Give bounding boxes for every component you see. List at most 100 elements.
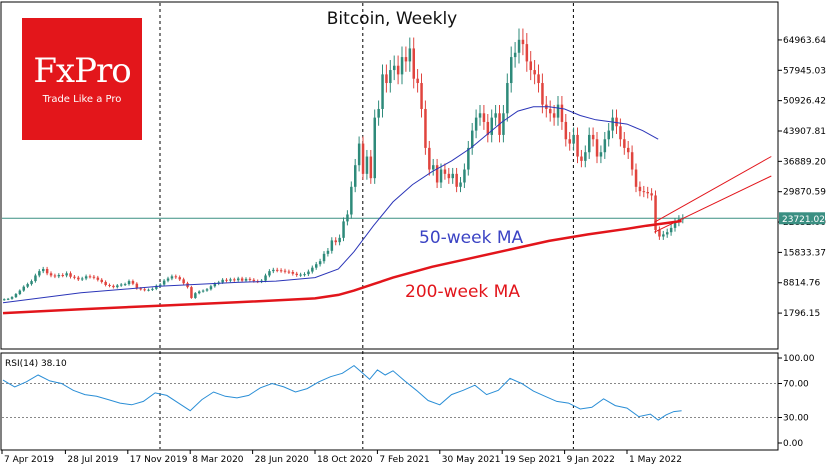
candle-body — [354, 165, 357, 187]
candle-body — [166, 278, 170, 281]
candle-body — [447, 173, 451, 179]
candle-body — [591, 134, 595, 140]
candle-body — [244, 278, 248, 281]
candle-body — [521, 39, 525, 45]
candle-body — [455, 173, 458, 187]
logo-tagline: Trade Like a Pro — [42, 94, 122, 105]
candle-body — [92, 276, 96, 278]
candle-body — [213, 283, 217, 287]
candle-body — [205, 289, 209, 291]
time-axis: 7 Apr 2019 28 Jul 2019 17 Nov 2019 8 Mar 20… — [1, 450, 682, 465]
candle-body — [404, 57, 408, 62]
candle-body — [490, 117, 493, 135]
time-tick-label: 28 Jul 2019 — [67, 455, 118, 465]
price-tick-label: 36889.20 — [783, 157, 826, 167]
candle-body — [494, 113, 497, 118]
candle-body — [443, 169, 447, 174]
candle-body — [6, 298, 10, 300]
candle-body — [299, 274, 302, 276]
candle-body — [18, 290, 22, 295]
chart-title: Bitcoin, Weekly — [327, 9, 457, 29]
candle-body — [634, 169, 638, 187]
candle-body — [49, 273, 53, 276]
candle-body — [237, 278, 240, 281]
candle-body — [88, 276, 92, 278]
candle-body — [533, 70, 536, 75]
candle-body — [96, 277, 100, 280]
candle-body — [45, 268, 49, 274]
candle-body — [350, 186, 353, 215]
candle-body — [162, 280, 166, 285]
candle-body — [568, 139, 571, 144]
candle-body — [560, 104, 564, 122]
candle-body — [127, 281, 131, 285]
candle-body — [221, 279, 224, 283]
candle-body — [10, 297, 14, 299]
candle-body — [572, 134, 575, 144]
candle-body — [576, 134, 579, 157]
price-tick-label: 43907.81 — [783, 127, 826, 137]
candle-body — [315, 264, 318, 268]
candle-body — [123, 284, 127, 286]
candle-body — [439, 169, 443, 183]
current-price-label: 23721.02 — [782, 215, 825, 225]
candle-body — [584, 152, 587, 161]
candle-body — [588, 134, 591, 153]
rsi-tick-label: 70.00 — [783, 380, 809, 390]
candle-body — [393, 65, 396, 71]
ma50-line — [2, 106, 659, 304]
candle-body — [365, 156, 369, 174]
candle-body — [517, 39, 521, 53]
candle-body — [287, 271, 291, 273]
candle-body — [513, 52, 517, 58]
candle-body — [139, 288, 142, 290]
candle-body — [611, 117, 614, 131]
time-tick-label: 7 Apr 2019 — [4, 455, 54, 465]
price-candles — [3, 28, 685, 301]
candle-body — [396, 65, 400, 75]
candle-body — [225, 279, 228, 281]
candle-body — [650, 193, 653, 196]
candle-body — [108, 284, 111, 286]
candle-body — [194, 293, 197, 298]
price-tick-label: 57945.03 — [783, 66, 826, 76]
candle-body — [318, 261, 322, 265]
candle-body — [291, 272, 295, 274]
rsi-panel-frame — [0, 352, 779, 451]
candle-body — [673, 222, 677, 228]
candle-body — [170, 276, 174, 279]
price-tick-label: 1796.15 — [783, 309, 820, 319]
candle-body — [506, 83, 509, 114]
rsi-panel: 100.00 70.00 30.00 0.00 RSI(14) 38.10 — [2, 354, 815, 449]
candle-body — [338, 237, 341, 243]
candle-body — [377, 108, 380, 118]
candle-body — [303, 274, 306, 276]
candle-body — [61, 275, 64, 277]
candle-body — [525, 44, 529, 62]
candle-body — [607, 130, 610, 140]
candle-body — [81, 278, 84, 280]
candle-body — [326, 250, 330, 254]
candle-body — [77, 277, 80, 280]
candle-body — [279, 270, 283, 272]
candle-body — [174, 276, 178, 278]
candle-body — [615, 117, 618, 127]
current-price-badge — [779, 212, 825, 225]
candle-body — [369, 156, 373, 179]
candle-body — [357, 143, 361, 166]
candle-body — [580, 156, 583, 161]
rsi-line — [2, 364, 682, 421]
candle-body — [416, 78, 419, 84]
candle-body — [272, 269, 275, 272]
time-tick-label: 1 May 2022 — [629, 455, 682, 465]
candle-body — [478, 113, 482, 118]
time-tick-label: 28 Jun 2020 — [255, 455, 309, 465]
candle-body — [73, 276, 76, 278]
candle-body — [264, 275, 267, 281]
candle-body — [112, 285, 115, 288]
channel-upper-line — [654, 156, 772, 223]
candle-body — [658, 230, 661, 237]
candle-body — [389, 70, 392, 84]
candle-body — [311, 267, 314, 272]
candle-body — [549, 108, 552, 114]
